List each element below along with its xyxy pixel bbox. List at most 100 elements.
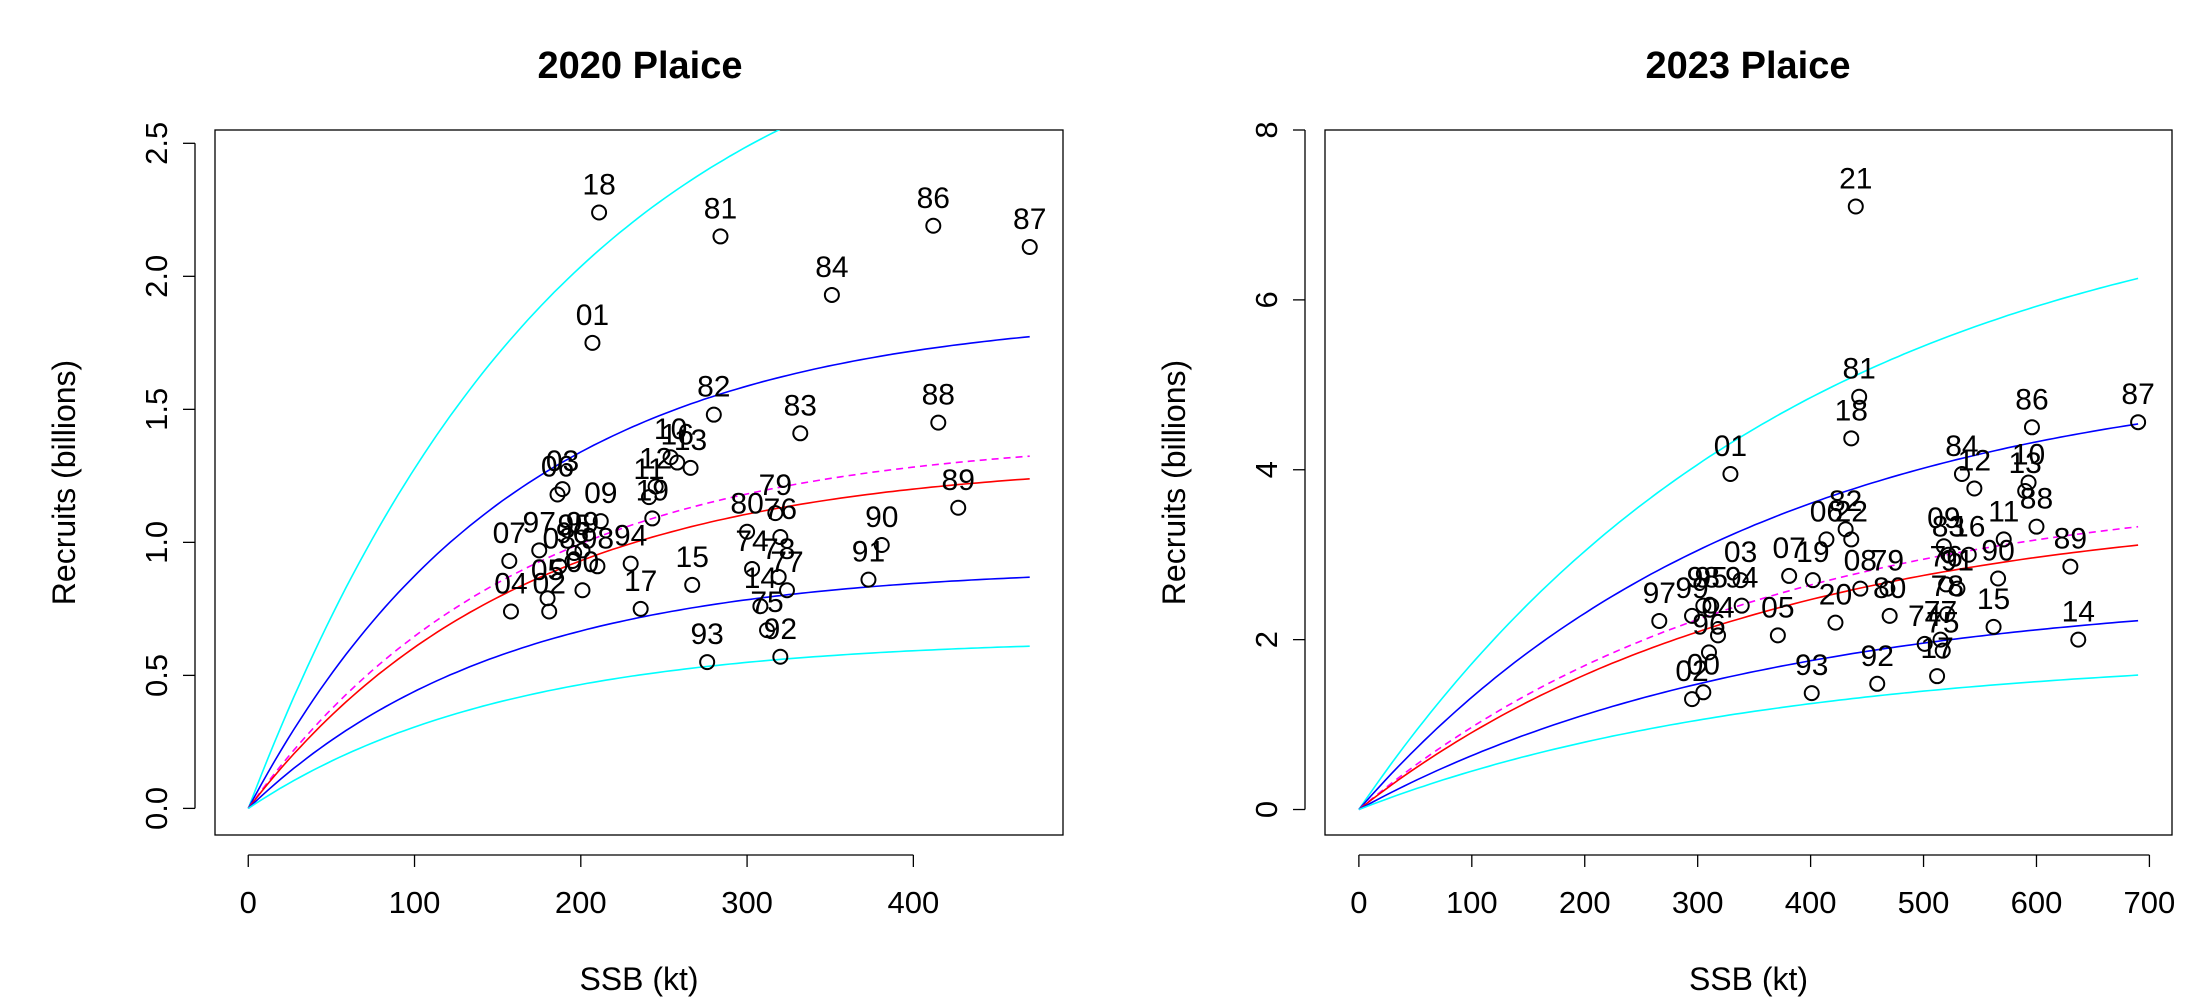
point-label: 80 xyxy=(1873,572,1906,605)
data-point xyxy=(591,204,608,221)
point-label: 14 xyxy=(744,562,777,595)
point-label: 05 xyxy=(1761,591,1794,624)
fit-curve xyxy=(1358,423,2139,811)
data-point xyxy=(2028,518,2045,535)
point-label: 90 xyxy=(865,501,898,534)
chart-title: 2020 Plaice xyxy=(538,45,743,87)
data-point xyxy=(2023,419,2040,436)
point-label: 74 xyxy=(1908,600,1941,633)
point-label: 93 xyxy=(1795,649,1828,682)
data-point xyxy=(1881,607,1898,624)
x-tick-label: 0 xyxy=(240,885,257,920)
data-point xyxy=(930,414,947,431)
data-point xyxy=(1953,466,1970,483)
y-tick-label: 2 xyxy=(1249,631,1284,648)
data-point xyxy=(632,600,649,617)
point-label: 10 xyxy=(654,413,687,446)
data-point xyxy=(622,555,639,572)
data-point xyxy=(823,286,840,303)
point-label: 20 xyxy=(1819,579,1852,612)
data-point xyxy=(752,598,769,615)
point-label: 75 xyxy=(1926,607,1959,640)
fit-curve xyxy=(247,455,1030,809)
point-label: 74 xyxy=(735,525,768,558)
fit-curve xyxy=(1358,674,2139,811)
x-tick-label: 700 xyxy=(2124,885,2176,920)
point-label: 93 xyxy=(690,618,723,651)
point-label: 12 xyxy=(1958,444,1991,477)
fit-curve xyxy=(247,478,1030,809)
point-label: 86 xyxy=(2015,383,2048,416)
data-point xyxy=(1990,570,2007,587)
data-point xyxy=(2020,474,2037,491)
point-label: 84 xyxy=(815,251,848,284)
data-point xyxy=(739,523,756,540)
point-label: 75 xyxy=(750,586,783,619)
point-label: 11 xyxy=(633,453,664,486)
data-point xyxy=(1879,580,1896,597)
point-label: 77 xyxy=(770,546,803,579)
point-label: 76 xyxy=(764,493,797,526)
point-label: 08 xyxy=(1844,545,1877,578)
y-tick-label: 0.0 xyxy=(139,787,174,830)
point-label: 12 xyxy=(639,442,672,475)
point-label: 08 xyxy=(543,522,576,555)
point-label: 79 xyxy=(1871,545,1904,578)
point-label: 04 xyxy=(494,568,527,601)
point-label: 18 xyxy=(1835,394,1868,427)
point-label: 86 xyxy=(917,182,950,215)
plot-frame xyxy=(1324,129,2173,836)
data-point xyxy=(1935,538,1952,555)
y-tick-label: 8 xyxy=(1249,121,1284,138)
data-point xyxy=(699,654,716,671)
data-point xyxy=(1710,627,1727,644)
plot-frame xyxy=(214,129,1064,836)
data-point xyxy=(531,542,548,559)
x-tick-label: 600 xyxy=(2011,885,2063,920)
x-axis-label: SSB (kt) xyxy=(579,961,698,997)
point-label: 76 xyxy=(1929,540,1962,573)
data-point xyxy=(873,537,890,554)
data-point xyxy=(640,489,657,506)
data-point xyxy=(1869,675,1886,692)
data-point xyxy=(644,510,661,527)
data-point xyxy=(1966,480,1983,497)
fit-curve xyxy=(1358,277,2139,810)
y-axis-label: Recruits (billions) xyxy=(1156,360,1192,605)
point-label: 13 xyxy=(674,424,707,457)
data-point xyxy=(592,513,609,530)
data-point xyxy=(1929,668,1946,685)
point-label: 98 xyxy=(1687,562,1720,595)
y-tick-label: 6 xyxy=(1249,291,1284,308)
data-point xyxy=(541,603,558,620)
data-point xyxy=(1818,531,1835,548)
chart-title: 2023 Plaice xyxy=(1646,45,1851,87)
point-label: 83 xyxy=(1932,511,1965,544)
data-point xyxy=(501,552,518,569)
point-label: 07 xyxy=(493,517,526,550)
data-point xyxy=(1684,691,1701,708)
point-label: 88 xyxy=(2020,483,2053,516)
point-label: 02 xyxy=(1675,655,1708,688)
data-point xyxy=(759,622,776,639)
y-tick-label: 4 xyxy=(1249,461,1284,478)
y-tick-label: 1.0 xyxy=(139,521,174,564)
point-label: 15 xyxy=(676,541,709,574)
x-tick-label: 400 xyxy=(887,885,939,920)
point-label: 94 xyxy=(1725,562,1758,595)
point-label: 83 xyxy=(784,389,817,422)
data-point xyxy=(1803,685,1820,702)
data-point xyxy=(1684,607,1701,624)
point-label: 15 xyxy=(1977,583,2010,616)
data-point xyxy=(772,648,789,665)
point-label: 01 xyxy=(576,299,609,332)
y-tick-label: 2.0 xyxy=(139,255,174,298)
point-label: 01 xyxy=(1714,430,1747,463)
point-label: 09 xyxy=(584,477,617,510)
x-tick-label: 200 xyxy=(1559,885,1611,920)
point-label: 04 xyxy=(1701,591,1734,624)
fit-curve xyxy=(1358,619,2139,811)
data-point xyxy=(2070,631,2087,648)
